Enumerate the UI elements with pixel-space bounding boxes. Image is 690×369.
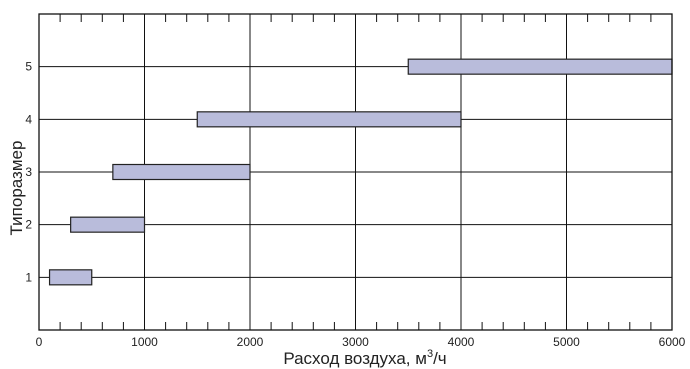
x-tick-label-3000: 3000 bbox=[342, 335, 369, 349]
range-bar-4 bbox=[196, 111, 462, 128]
y-tick-label-4: 4 bbox=[25, 112, 32, 126]
x-axis-title: Расход воздуха, м3/ч bbox=[283, 348, 446, 368]
x-tick-label-4000: 4000 bbox=[448, 335, 475, 349]
y-tick-label-3: 3 bbox=[25, 165, 32, 179]
x-tick-label-1000: 1000 bbox=[131, 335, 158, 349]
y-axis-title: Типоразмер bbox=[7, 141, 26, 236]
bars-layer bbox=[48, 58, 673, 286]
range-bar-5 bbox=[407, 58, 673, 75]
range-bar-3 bbox=[112, 163, 251, 181]
labels-layer: 0 1000 2000 3000 4000 5000 6000 1 2 3 4 5 bbox=[25, 60, 685, 349]
y-tick-label-5: 5 bbox=[25, 60, 32, 74]
x-tick-label-0: 0 bbox=[36, 335, 43, 349]
y-tick-label-1: 1 bbox=[25, 270, 32, 284]
x-tick-label-6000: 6000 bbox=[659, 335, 686, 349]
x-tick-label-2000: 2000 bbox=[237, 335, 264, 349]
range-bar-1 bbox=[48, 269, 93, 286]
frame-layer bbox=[38, 13, 673, 331]
x-tick-label-5000: 5000 bbox=[553, 335, 580, 349]
range-bar-2 bbox=[70, 216, 146, 233]
y-tick-label-2: 2 bbox=[25, 218, 32, 232]
